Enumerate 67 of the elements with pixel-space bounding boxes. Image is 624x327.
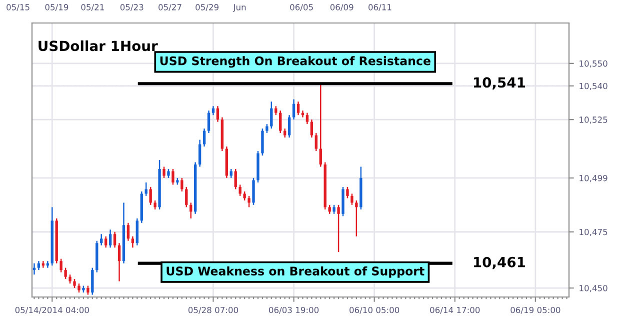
x-tick-label: 06/14 17:00 <box>430 306 480 314</box>
candlestick <box>136 218 139 246</box>
candlestick <box>261 128 264 156</box>
candlestick <box>306 112 309 125</box>
candlestick <box>64 267 67 280</box>
candlestick <box>296 100 300 116</box>
candlestick <box>234 168 237 190</box>
candlestick <box>60 258 62 273</box>
candlestick <box>190 202 192 220</box>
y-tick-label: 10,499 <box>580 174 608 182</box>
candlestick <box>118 242 121 282</box>
candlestick <box>108 229 112 248</box>
text: USDollar 1Hour <box>38 40 158 52</box>
candlestick <box>198 139 202 168</box>
candlestick <box>149 186 152 206</box>
candlestick <box>104 236 108 248</box>
candlestick <box>162 166 166 179</box>
text: 06/09 <box>330 4 354 12</box>
text: Jun <box>232 4 246 12</box>
x-tick-label: 06/19 05:00 <box>510 306 560 314</box>
candlestick <box>202 128 206 148</box>
candlestick <box>216 105 220 122</box>
candlestick <box>288 114 291 138</box>
text: 05/21 <box>81 4 104 12</box>
x-tick-label: 06/03 19:00 <box>268 306 319 314</box>
annotation: USD Strength On Breakout of Resistance <box>160 56 430 68</box>
candlestick <box>144 182 148 197</box>
y-tick-label: 10,540 <box>580 82 608 90</box>
candlestick <box>314 132 318 152</box>
candlestick <box>248 195 250 208</box>
candlestick <box>100 233 103 246</box>
candlestick <box>172 168 174 186</box>
x-tick-label: 05/14/2014 04:00 <box>15 306 89 314</box>
y-tick-label: 10,550 <box>580 60 608 68</box>
candlestick <box>113 231 116 248</box>
y-tick-label: 10,525 <box>580 116 608 124</box>
text: 05/19 <box>45 4 68 12</box>
text: 06/11 <box>368 4 392 12</box>
candlestick <box>279 110 282 134</box>
candlestick <box>238 184 242 197</box>
candlestick <box>337 204 340 253</box>
candlestick <box>180 177 184 192</box>
y-tick-label: 10,475 <box>580 228 608 236</box>
ref-line-label: 10,461 <box>474 256 526 270</box>
candlestick <box>91 267 94 296</box>
candlestick <box>270 100 273 130</box>
candlestick <box>185 186 188 208</box>
candlestick <box>131 236 134 248</box>
text: 05/29 <box>196 4 218 12</box>
text: 05/23 <box>120 4 144 12</box>
text: 05/27 <box>158 4 182 12</box>
candlestick <box>292 98 296 120</box>
ref-line-label: 10,541 <box>474 77 526 90</box>
candlestick <box>126 222 130 242</box>
annotation: USD Weakness on Breakout of Support <box>166 266 424 278</box>
y-tick-label: 10,450 <box>580 285 608 292</box>
x-tick-label: 05/28 07:00 <box>188 306 238 314</box>
text: 05/15 <box>6 4 30 12</box>
candlestick <box>207 110 210 134</box>
candlestick <box>310 118 314 138</box>
candlestick <box>252 177 255 206</box>
candlestick <box>350 193 354 206</box>
text: 06/05 <box>290 4 313 12</box>
candlestick <box>355 200 358 237</box>
candlestick <box>319 83 322 168</box>
candlestick <box>346 186 349 199</box>
x-tick-label: 06/10 05:00 <box>350 306 400 314</box>
